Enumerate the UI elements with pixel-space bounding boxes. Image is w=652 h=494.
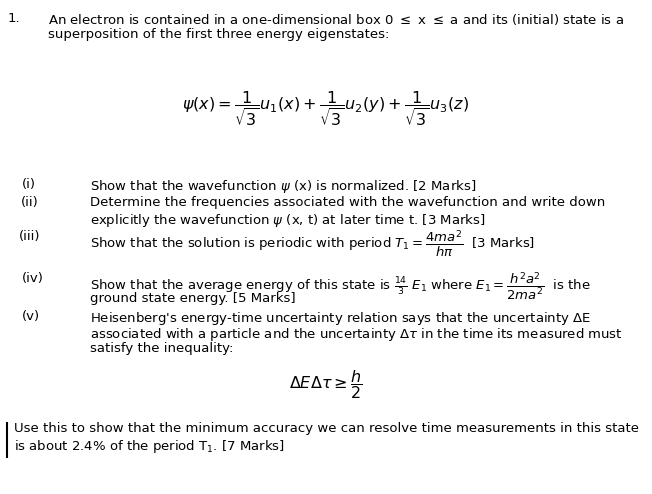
Text: Heisenberg's energy-time uncertainty relation says that the uncertainty $\Delta$: Heisenberg's energy-time uncertainty rel…	[90, 310, 591, 327]
Text: Show that the solution is periodic with period $T_1 = \dfrac{4ma^2}{h\pi}$  [3 M: Show that the solution is periodic with …	[90, 228, 535, 259]
Text: 1.: 1.	[8, 12, 21, 25]
Text: (iv): (iv)	[22, 272, 44, 285]
Text: (v): (v)	[22, 310, 40, 323]
Text: Show that the wavefunction $\psi$ (x) is normalized. [2 Marks]: Show that the wavefunction $\psi$ (x) is…	[90, 178, 476, 195]
Text: Show that the average energy of this state is $\frac{14}{3}$ $E_1$ where $E_1 = : Show that the average energy of this sta…	[90, 270, 591, 302]
Text: satisfy the inequality:: satisfy the inequality:	[90, 342, 233, 355]
Text: (ii): (ii)	[21, 196, 38, 209]
Text: $\psi(x) = \dfrac{1}{\sqrt{3}}u_1(x) + \dfrac{1}{\sqrt{3}}u_2(y) + \dfrac{1}{\sq: $\psi(x) = \dfrac{1}{\sqrt{3}}u_1(x) + \…	[183, 90, 469, 129]
Text: associated with a particle and the uncertainty $\Delta\tau$ in the time its meas: associated with a particle and the uncer…	[90, 326, 623, 343]
Text: An electron is contained in a one-dimensional box 0 $\leq$ x $\leq$ a and its (i: An electron is contained in a one-dimens…	[48, 12, 624, 27]
Text: superposition of the first three energy eigenstates:: superposition of the first three energy …	[48, 28, 389, 41]
Text: Determine the frequencies associated with the wavefunction and write down: Determine the frequencies associated wit…	[90, 196, 605, 209]
Text: explicitly the wavefunction $\psi$ (x, t) at later time t. [3 Marks]: explicitly the wavefunction $\psi$ (x, t…	[90, 212, 486, 229]
Text: $\Delta E\Delta\tau \geq \dfrac{h}{2}$: $\Delta E\Delta\tau \geq \dfrac{h}{2}$	[289, 368, 363, 401]
Text: (iii): (iii)	[19, 230, 40, 243]
Text: Use this to show that the minimum accuracy we can resolve time measurements in t: Use this to show that the minimum accura…	[14, 422, 639, 435]
Text: is about 2.4% of the period T$_1$. [7 Marks]: is about 2.4% of the period T$_1$. [7 Ma…	[14, 438, 285, 455]
Text: (i): (i)	[22, 178, 36, 191]
Text: ground state energy. [5 Marks]: ground state energy. [5 Marks]	[90, 292, 295, 305]
